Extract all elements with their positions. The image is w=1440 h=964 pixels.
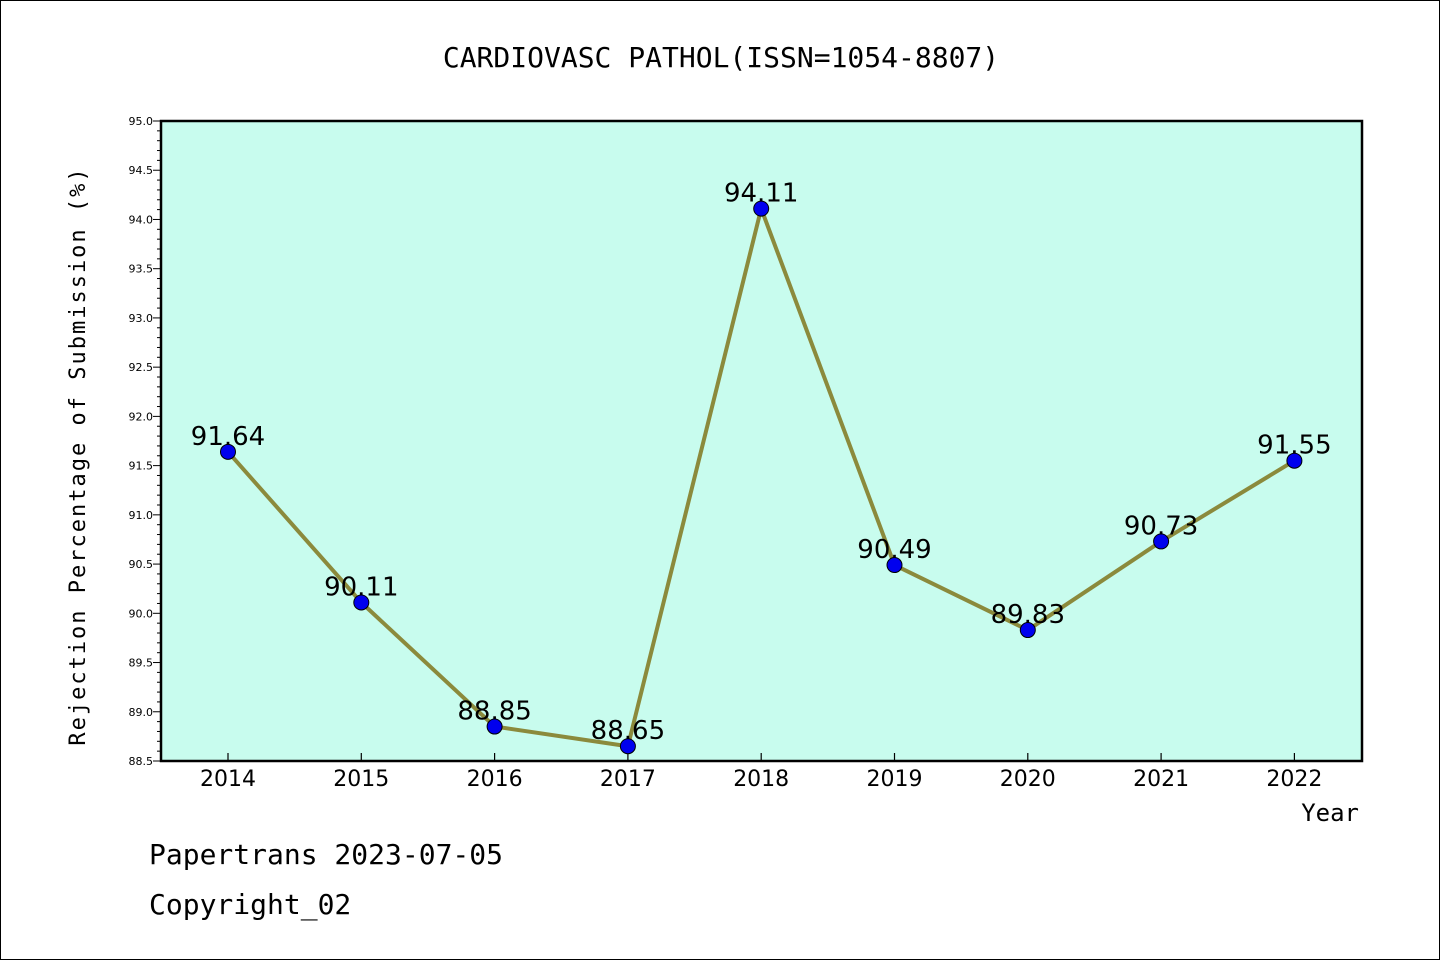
data-label: 90.73 [1124,511,1198,541]
x-tick-label: 2019 [867,767,923,792]
y-tick-label: 90.0 [129,607,154,620]
data-label: 90.49 [857,535,931,565]
x-axis: 2014 2015 2016 2017 2018 2019 2020 2021 2022 [200,753,1322,792]
data-labels: 91.64 90.11 88.85 88.65 94.11 90.49 89.83 90.73… [191,179,1332,747]
chart-title: CARDIOVASC PATHOL(ISSN=1054-8807) [443,41,999,74]
y-tick-label: 90.5 [129,558,154,571]
y-tick-label: 94.0 [129,213,154,226]
footer-copyright: Copyright_02 [149,888,351,922]
data-label: 94.11 [724,179,798,209]
data-label: 89.83 [991,600,1065,630]
x-tick-label: 2020 [1000,767,1056,792]
y-axis: 88.5 89.0 89.5 90.0 90.5 91.0 91.5 92.0 92.5 93.0… [129,115,161,768]
data-point [1286,452,1303,469]
data-label: 91.64 [191,422,265,452]
y-tick-label: 89.5 [129,657,154,670]
x-tick-label: 2022 [1266,767,1322,792]
data-label: 90.11 [324,572,398,602]
y-tick-label: 89.0 [129,706,154,719]
data-point [486,718,503,735]
series-rejection-rate [220,200,1303,755]
x-tick-label: 2014 [200,767,256,792]
x-tick-label: 2016 [467,767,523,792]
data-point [220,443,236,460]
x-tick-label: 2021 [1133,767,1189,792]
y-tick-label: 92.5 [129,361,154,374]
y-axis-label: Rejection Percentage of Submission (%) [66,166,91,745]
x-tick-label: 2018 [733,767,789,792]
data-label: 88.65 [591,716,665,746]
data-point [1019,622,1036,639]
data-point [353,594,370,611]
data-point [619,738,636,755]
plot-area [159,119,1364,763]
y-tick-label: 88.5 [129,755,154,768]
data-point [886,557,903,574]
y-tick-label: 91.5 [129,460,154,473]
y-tick-label: 94.5 [129,164,154,177]
y-tick-label: 92.0 [129,410,154,423]
footer-date: Papertrans 2023-07-05 [149,838,503,871]
y-tick-label: 93.5 [129,263,154,276]
data-point [753,200,770,217]
data-label: 88.85 [457,697,531,727]
x-tick-label: 2017 [600,767,656,792]
y-tick-label: 93.0 [129,312,154,325]
x-axis-label: Year [1301,799,1359,827]
y-tick-label: 91.0 [129,509,154,522]
y-tick-label: 95.0 [129,115,154,128]
data-label: 91.55 [1257,431,1331,461]
x-tick-label: 2015 [333,767,389,792]
data-point [1153,533,1170,550]
